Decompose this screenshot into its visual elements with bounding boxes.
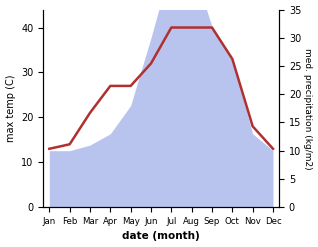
Y-axis label: med. precipitation (kg/m2): med. precipitation (kg/m2) xyxy=(303,48,313,169)
X-axis label: date (month): date (month) xyxy=(122,231,200,242)
Y-axis label: max temp (C): max temp (C) xyxy=(5,75,16,142)
